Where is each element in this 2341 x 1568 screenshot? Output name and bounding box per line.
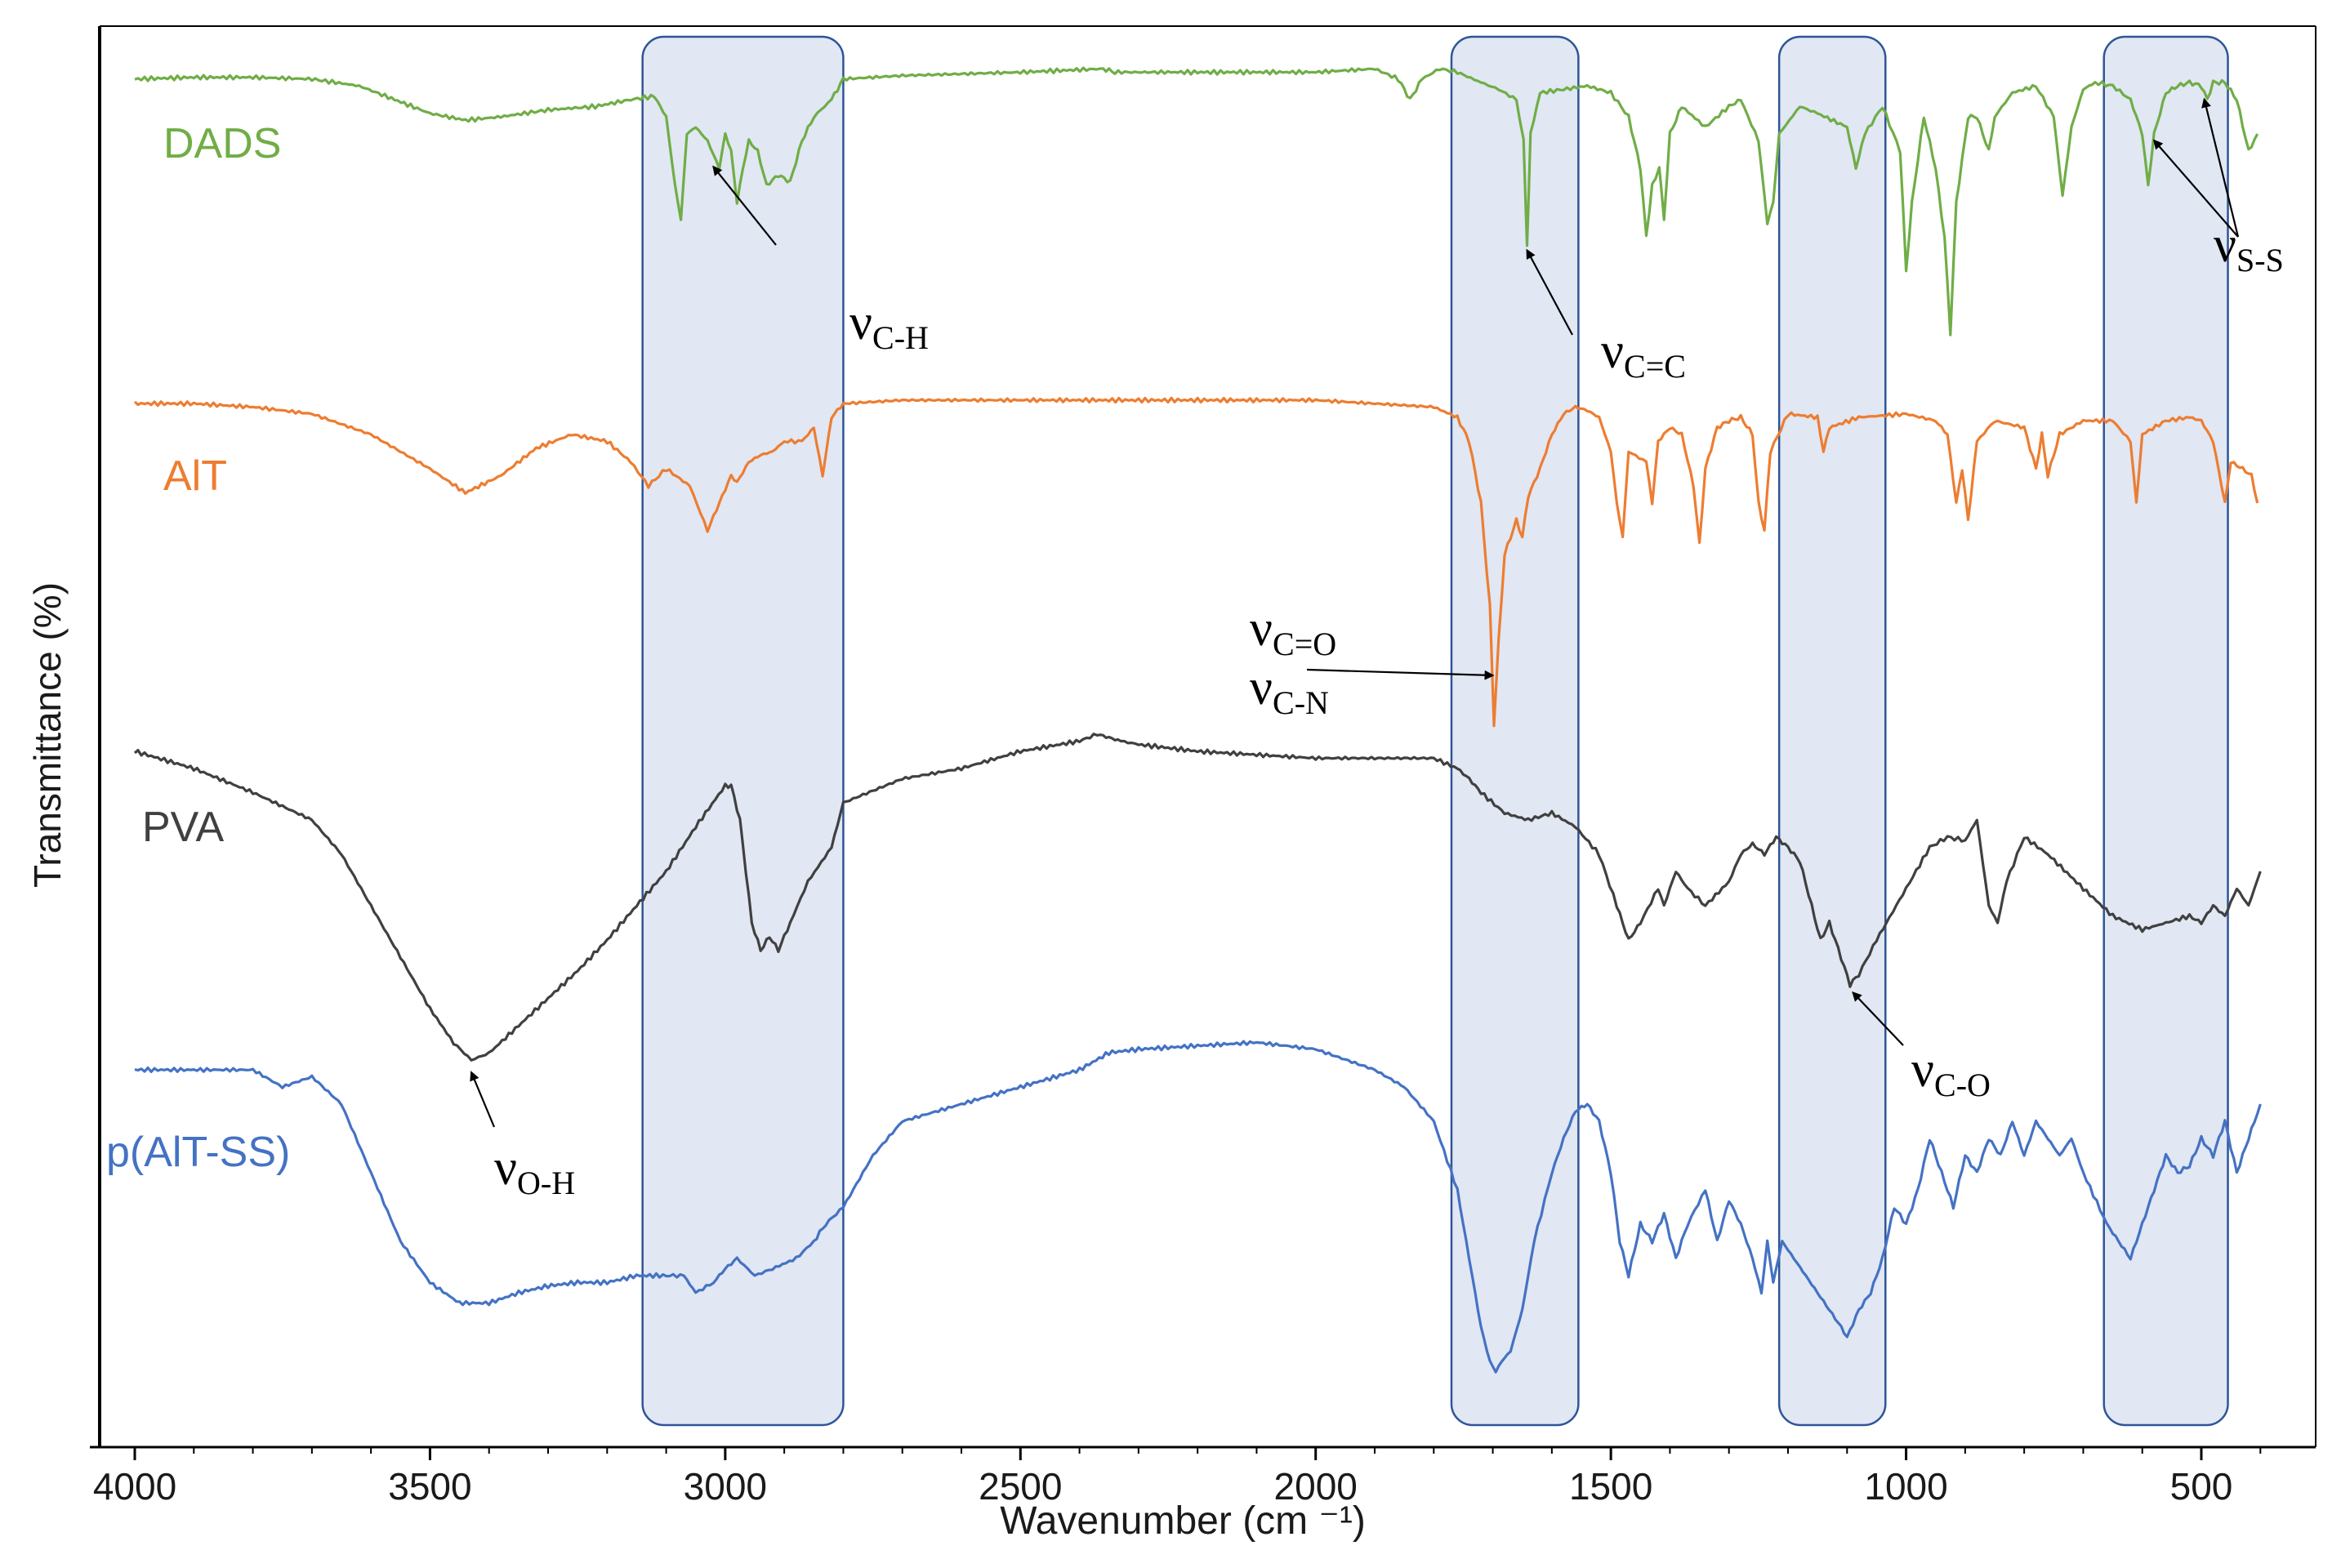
highlight-band-3 [1777,35,1887,1427]
highlight-bands [641,35,2229,1427]
annotation-arrow-nu-CO-CN [1306,668,1495,680]
annotation-arrow-nu-OH [470,1071,496,1128]
series-line-pva [133,733,2262,1062]
axes [90,25,2316,1449]
spectra-series [133,66,2262,1374]
annotations: νC-H νC=C νS-S νC=OνC-N νC-O νO-H [470,97,2284,1201]
annotation-label-nu-CH: νC-H [849,295,929,356]
y-axis-title: Transmittance (%) [26,582,69,888]
x-tick-label: 4000 [93,1465,176,1508]
series-labels: DADS AlT PVA p(AlT-SS) [106,120,290,1176]
x-tick-label: 500 [2170,1465,2233,1508]
x-ticks: 4000 3500 3000 2500 2000 1500 1000 500 [93,1447,2262,1508]
highlight-band-4 [2102,35,2229,1427]
annotation-arrow-nu-SS-2 [2201,97,2240,238]
annotation-label-nu-CO-CN: νC=O [1250,601,1336,662]
annotation-arrow-nu-CO [1852,991,1904,1046]
series-line-dads [134,66,2259,336]
series-line-alt [133,396,2259,728]
x-tick-label: 2500 [979,1465,1062,1508]
annotation-label-nu-CO-CN-line2: νC-N [1250,660,1329,721]
series-line-p-alt-ss- [134,1040,2262,1374]
series-label-dads: DADS [163,120,281,167]
annotation-label-nu-CC: νC=C [1601,323,1686,385]
annotation-label-nu-SS: νS-S [2214,217,2284,278]
series-label-p-alt-ss-: p(AlT-SS) [106,1129,290,1176]
series-label-alt: AlT [163,452,227,500]
annotation-arrow-nu-SS [2152,139,2239,238]
x-tick-label: 1500 [1569,1465,1652,1508]
annotation-arrow-nu-CH [712,165,777,246]
highlight-band-2 [1450,35,1580,1427]
highlight-band-1 [641,35,845,1427]
annotation-label-nu-CO: νC-O [1911,1042,1991,1103]
series-label-pva: PVA [142,804,225,851]
annotation-arrow-nu-CC [1526,248,1573,336]
x-axis-title: Wavenumber (cm ⁻¹) [1000,1499,1366,1543]
x-tick-label: 3500 [388,1465,471,1508]
x-tick-label: 1000 [1864,1465,1947,1508]
x-tick-label: 2000 [1274,1465,1358,1508]
x-tick-label: 3000 [684,1465,767,1508]
annotation-label-nu-OH: νO-H [494,1140,575,1201]
